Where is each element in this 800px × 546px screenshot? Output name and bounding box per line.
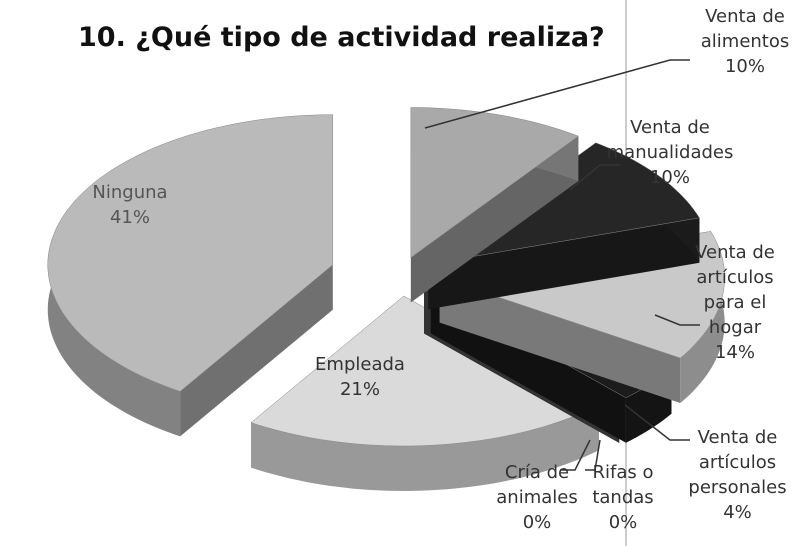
leader	[560, 439, 591, 471]
slice-top	[47, 114, 334, 392]
slice-side	[439, 277, 681, 403]
data-label: Venta de manualidades 10%	[600, 115, 740, 190]
slice-side	[180, 264, 333, 437]
data-label: Rifas o tandas 0%	[588, 460, 658, 535]
value-label: 0%	[522, 512, 552, 533]
value-label: 4%	[723, 502, 752, 523]
value-label: 14%	[714, 342, 755, 363]
value-label: 0%	[608, 512, 638, 533]
value-label: 41%	[109, 207, 150, 228]
slice	[47, 114, 334, 437]
leaders	[424, 59, 700, 471]
category-label: Rifas o tandas	[592, 462, 654, 508]
category-label: Ninguna	[92, 182, 168, 203]
slice-side	[251, 405, 599, 491]
value-label: 21%	[339, 379, 380, 400]
value-label: 10%	[724, 56, 765, 77]
value-label: 10%	[649, 167, 690, 188]
category-label: Venta de artículos para el hogar	[695, 242, 775, 338]
category-label: Venta de artículos personales	[688, 427, 787, 498]
leader	[585, 439, 601, 471]
data-label: Venta de artículos personales 4%	[675, 425, 800, 525]
data-label: Empleada 21%	[290, 352, 430, 402]
slice	[410, 107, 579, 303]
slice-side	[428, 217, 700, 310]
data-label: Cría de animales 0%	[492, 460, 582, 535]
leader	[624, 404, 690, 441]
data-label: Venta de artículos para el hogar 14%	[680, 240, 790, 365]
slice-side	[410, 136, 579, 303]
data-label: Venta de alimentos 10%	[690, 4, 800, 79]
chart-title: 10. ¿Qué tipo de actividad realiza?	[78, 22, 605, 53]
category-label: Cría de animales	[496, 462, 578, 508]
category-label: Empleada	[315, 354, 405, 375]
slice-top	[250, 295, 600, 447]
slice-top	[410, 107, 579, 258]
category-label: Venta de manualidades	[606, 117, 734, 163]
leader	[424, 59, 690, 129]
leader	[654, 314, 700, 326]
data-label: Ninguna 41%	[70, 180, 190, 230]
leader	[569, 164, 620, 191]
category-label: Venta de alimentos	[700, 6, 790, 52]
slices	[47, 107, 725, 491]
